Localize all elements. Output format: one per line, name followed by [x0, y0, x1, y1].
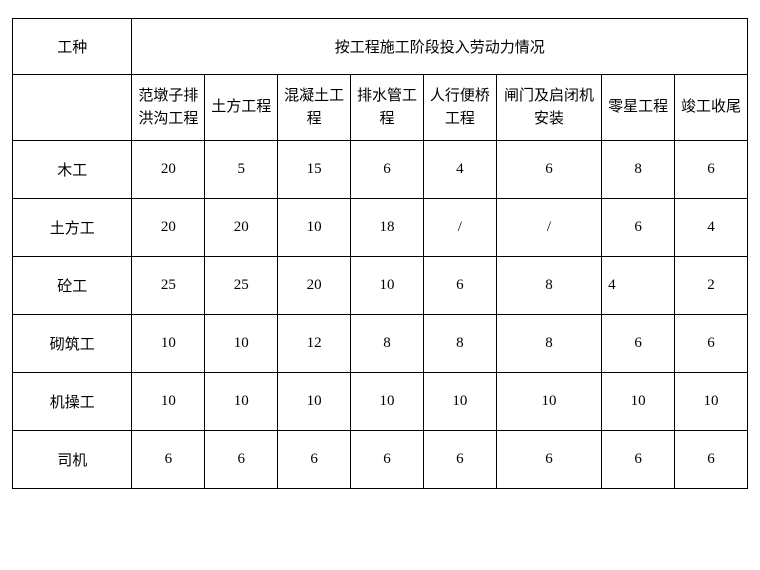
table-row: 砌筑工 10 10 12 8 8 8 6 6	[13, 315, 748, 373]
table-cell: 6	[205, 431, 278, 489]
table-cell: 25	[132, 257, 205, 315]
table-row: 土方工 20 20 10 18 / / 6 4	[13, 199, 748, 257]
table-cell: 5	[205, 141, 278, 199]
work-type-name: 土方工	[13, 199, 132, 257]
table-cell: 6	[675, 315, 748, 373]
table-cell: /	[496, 199, 601, 257]
table-cell: 25	[205, 257, 278, 315]
table-cell: 20	[132, 199, 205, 257]
table-cell: 20	[132, 141, 205, 199]
table-cell: 10	[205, 315, 278, 373]
table-cell: 20	[278, 257, 351, 315]
phase-label: 竣工收尾	[675, 75, 748, 141]
phases-header: 按工程施工阶段投入劳动力情况	[132, 19, 748, 75]
table-cell: 6	[351, 431, 424, 489]
table-cell: 10	[132, 373, 205, 431]
phase-label: 人行便桥工程	[423, 75, 496, 141]
table-row: 机操工 10 10 10 10 10 10 10 10	[13, 373, 748, 431]
table-cell: 6	[675, 141, 748, 199]
table-cell: 4	[675, 199, 748, 257]
table-row: 司机 6 6 6 6 6 6 6 6	[13, 431, 748, 489]
table-cell: 15	[278, 141, 351, 199]
work-type-name: 司机	[13, 431, 132, 489]
table-cell: 10	[278, 373, 351, 431]
table-cell: 6	[496, 431, 601, 489]
work-type-name: 机操工	[13, 373, 132, 431]
phase-label: 土方工程	[205, 75, 278, 141]
table-cell: 20	[205, 199, 278, 257]
table-cell: 10	[423, 373, 496, 431]
table-cell: 8	[496, 257, 601, 315]
phase-label-empty	[13, 75, 132, 141]
table-cell: 10	[351, 257, 424, 315]
table-cell: 2	[675, 257, 748, 315]
table-header-row: 工种 按工程施工阶段投入劳动力情况	[13, 19, 748, 75]
table-cell: 10	[675, 373, 748, 431]
table-cell: 8	[423, 315, 496, 373]
table-cell: 8	[351, 315, 424, 373]
table-row: 木工 20 5 15 6 4 6 8 6	[13, 141, 748, 199]
phase-label: 范墩子排洪沟工程	[132, 75, 205, 141]
work-type-name: 砼工	[13, 257, 132, 315]
table-cell: 10	[602, 373, 675, 431]
table-cell: 6	[602, 315, 675, 373]
phase-label: 排水管工程	[351, 75, 424, 141]
phase-label: 零星工程	[602, 75, 675, 141]
table-row: 砼工 25 25 20 10 6 8 4 2	[13, 257, 748, 315]
table-cell: 6	[423, 257, 496, 315]
phase-label: 混凝土工程	[278, 75, 351, 141]
phase-label: 闸门及启闭机安装	[496, 75, 601, 141]
table-cell: 6	[675, 431, 748, 489]
table-cell: /	[423, 199, 496, 257]
table-cell: 10	[496, 373, 601, 431]
table-cell: 10	[132, 315, 205, 373]
table-cell: 18	[351, 199, 424, 257]
table-cell: 6	[132, 431, 205, 489]
table-cell: 6	[496, 141, 601, 199]
table-cell: 10	[205, 373, 278, 431]
work-type-header: 工种	[13, 19, 132, 75]
table-cell: 6	[423, 431, 496, 489]
phase-labels-row: 范墩子排洪沟工程 土方工程 混凝土工程 排水管工程 人行便桥工程 闸门及启闭机安…	[13, 75, 748, 141]
table-cell: 8	[496, 315, 601, 373]
work-type-name: 砌筑工	[13, 315, 132, 373]
table-cell: 4	[602, 257, 675, 315]
table-cell: 6	[351, 141, 424, 199]
table-cell: 6	[602, 199, 675, 257]
work-type-name: 木工	[13, 141, 132, 199]
table-cell: 6	[278, 431, 351, 489]
table-cell: 10	[278, 199, 351, 257]
table-cell: 12	[278, 315, 351, 373]
table-cell: 6	[602, 431, 675, 489]
table-cell: 8	[602, 141, 675, 199]
table-cell: 10	[351, 373, 424, 431]
table-cell: 4	[423, 141, 496, 199]
labor-allocation-table: 工种 按工程施工阶段投入劳动力情况 范墩子排洪沟工程 土方工程 混凝土工程 排水…	[12, 18, 748, 489]
